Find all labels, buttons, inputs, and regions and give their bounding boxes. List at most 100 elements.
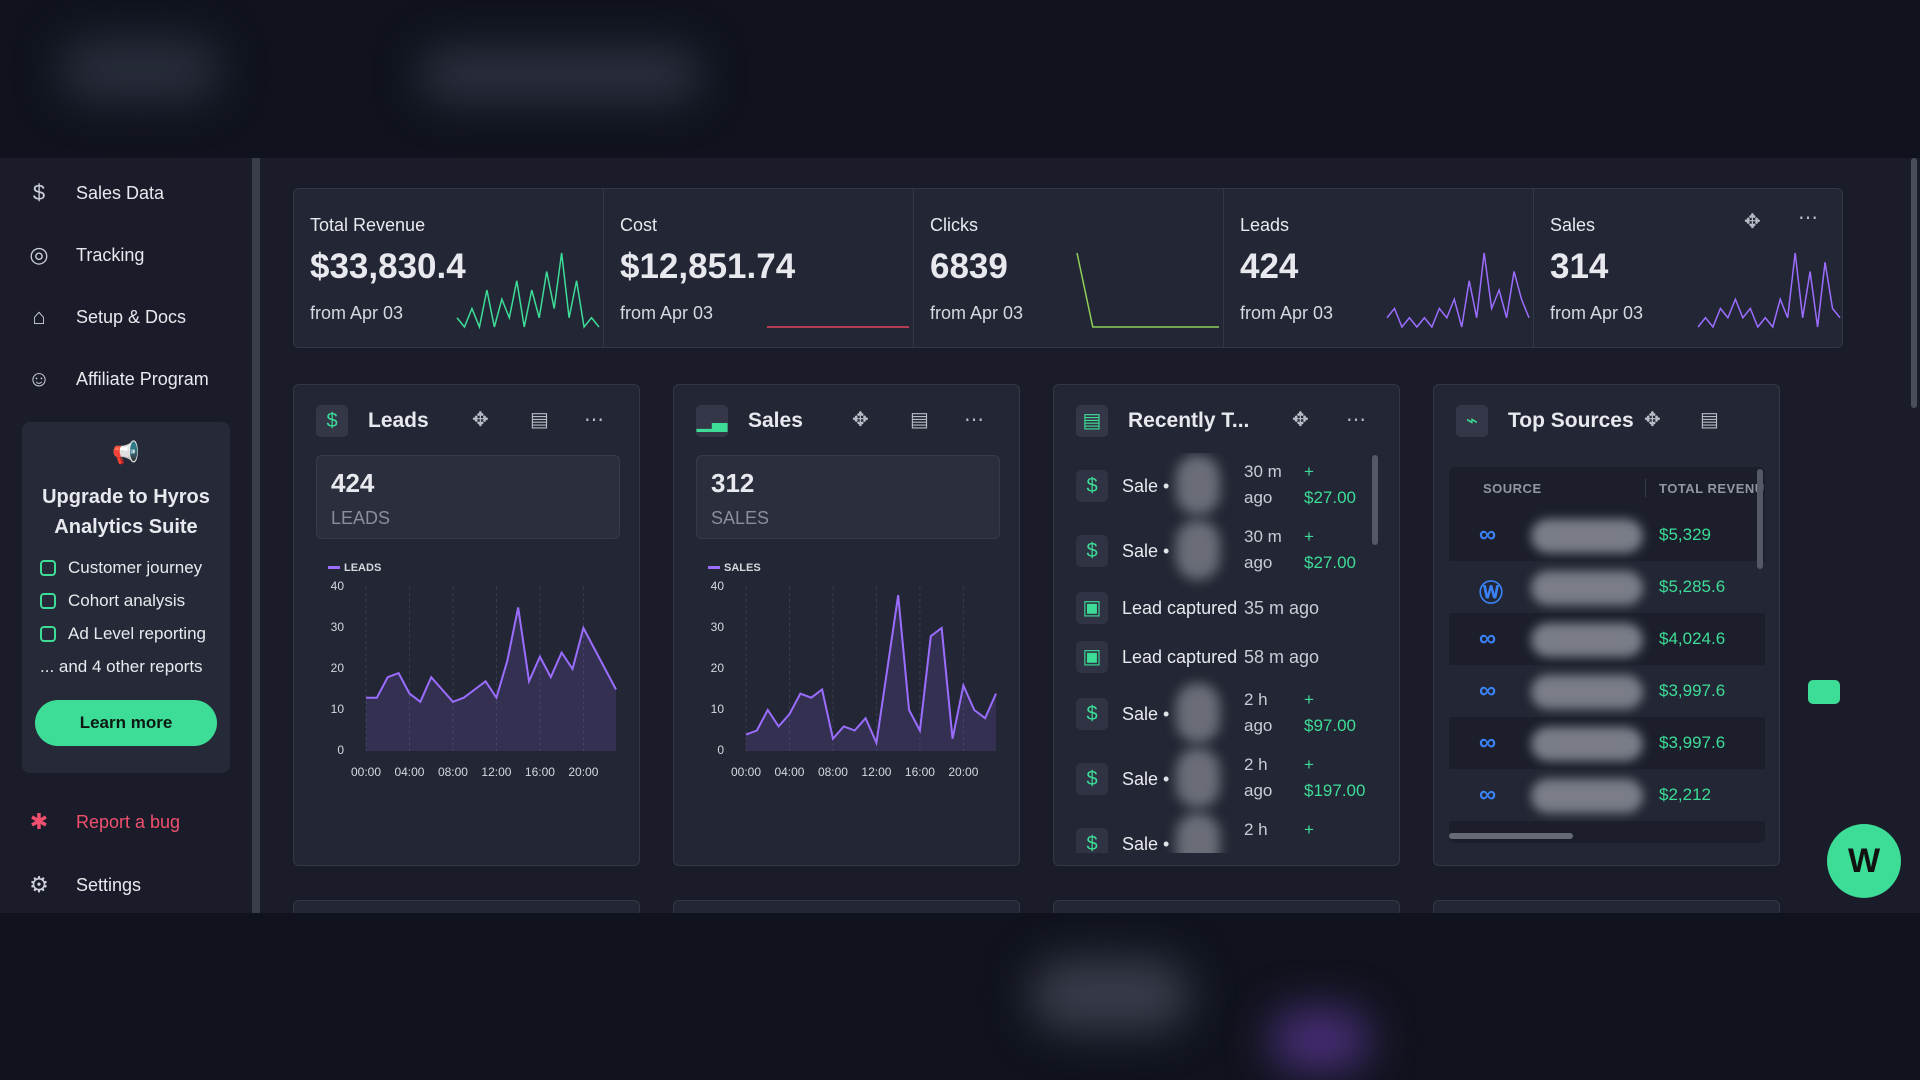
nav-item[interactable]: $ Sales Data [26,180,164,206]
y-tick-label: 30 [331,620,345,634]
legend-label: LEADS [344,562,381,574]
recent-item: $ Sale • 2 h ago + $197.00 [1054,746,1384,811]
h-scrollbar[interactable] [1449,833,1573,839]
widget-icon: $ [316,405,348,437]
more-icon[interactable]: ⋯ [1798,207,1818,229]
source-revenue: $3,997.6 [1659,733,1726,752]
x-tick-label: 08:00 [818,765,848,779]
source-row: ∞ $5,329 [1449,509,1765,561]
recent-item: ▣ Lead captured 35 m ago [1054,583,1384,632]
upgrade-icon: 📢 [112,440,140,465]
scrollbar[interactable] [1911,158,1917,408]
metric-sub: from Apr 03 [930,303,1024,323]
sparkline [1076,252,1219,328]
widget-action[interactable]: ▤ [910,409,929,431]
report-bug[interactable]: ✱ Report a bug [26,809,180,835]
metric-value: 314 [1550,247,1609,286]
metric-value: $33,830.4 [310,247,466,286]
line-chart: LEADS 0 10 20 30 40 00:00 04:00 08:00 12:00 16:00 2… [328,562,617,779]
nav-icon: ⌂ [32,304,46,329]
nav-item[interactable]: ◎ Tracking [26,242,144,268]
nav-icon: $ [32,180,46,205]
item-type: Lead captured [1122,597,1238,618]
item-amount: + $27.00 [1304,462,1356,507]
nav-label: Report a bug [76,811,181,832]
recent-item: $ Sale • 30 m ago + $27.00 [1054,518,1384,583]
widget-title: Leads [368,409,429,432]
column-header: SOURCE [1483,481,1542,496]
nav-item[interactable]: ⌂ Setup & Docs [26,304,186,330]
x-tick-label: 12:00 [481,765,511,779]
line-chart: SALES 0 10 20 30 40 00:00 04:00 08:00 12:00 16:00 2… [708,562,997,779]
sparkline [456,252,600,330]
sidebar: $ Sales Data ◎ Tracking ⌂ Setup & Docs ☺ Affili… [0,158,252,913]
y-tick-label: 30 [711,620,725,634]
nav-icon: ⚙ [29,872,49,897]
widget-action[interactable]: ⋯ [964,409,984,431]
blurred-name [1176,455,1220,515]
metric-sub: from Apr 03 [620,303,714,323]
y-tick-label: 0 [337,743,344,757]
widget-action[interactable]: ✥ [1644,409,1661,431]
item-icon: ▣ [1076,640,1108,673]
recent-item: $ Sale • 2 h ago + $97.00 [1054,681,1384,746]
item-time: 2 h ago [1244,690,1273,735]
nav-item[interactable]: ☺ Affiliate Program [26,366,209,392]
sparkline [767,326,909,328]
item-icon: $ [1076,697,1108,730]
recent-scrollbar[interactable] [1372,455,1378,545]
feature-icon [40,560,56,576]
x-tick-label: 12:00 [861,765,891,779]
v-scrollbar[interactable] [1757,469,1763,569]
widget-placeholder [1053,900,1400,913]
metric-value: $12,851.74 [620,247,796,286]
x-tick-label: 04:00 [774,765,804,779]
feature-item: Ad Level reporting [68,624,206,643]
nav-icon: ☺ [27,366,51,391]
source-row: ∞ $3,997.6 [1449,717,1765,769]
item-icon: ▣ [1076,591,1108,624]
settings[interactable]: ⚙ Settings [26,872,141,898]
widget-action[interactable]: ✥ [1292,409,1309,431]
metric-card: Leads 424 from Apr 03 [1224,189,1534,347]
feature-icon [40,593,56,609]
nav-label: Setup & Docs [76,306,187,327]
x-tick-label: 16:00 [905,765,935,779]
feature-item: Cohort analysis [68,591,186,610]
summary-box: 312 SALES [696,455,1000,539]
widget-action[interactable]: ⋯ [1346,409,1366,431]
logo-button[interactable]: W [1827,824,1901,898]
chat-button[interactable] [1808,680,1840,704]
widget-action[interactable]: ✥ [852,409,869,431]
x-tick-label: 20:00 [948,765,978,779]
legend-swatch [328,566,340,569]
item-amount: + $27.00 [1304,527,1356,572]
item-type: Lead captured [1122,646,1238,667]
widget-action[interactable]: ▤ [1700,409,1719,431]
widget-action[interactable]: ✥ [472,409,489,431]
source-logo: ∞ [1479,521,1497,548]
metric-label: Sales [1550,215,1596,235]
widget-icon: ▤ [1076,405,1108,437]
item-type: Sale • [1122,833,1170,854]
y-tick-label: 0 [717,743,724,757]
widget-action[interactable]: ▤ [530,409,549,431]
move-icon[interactable]: ✥ [1744,211,1761,233]
item-icon: $ [1076,534,1108,567]
sparkline-line [1697,252,1841,329]
metric-label: Total Revenue [310,215,426,235]
legend-swatch [708,566,720,569]
item-amount: + [1304,820,1314,839]
area [746,595,996,751]
item-icon: $ [1076,827,1108,853]
summary-unit: SALES [711,508,770,528]
blurred-source [1531,727,1643,761]
learn-more-button[interactable]: Learn more [35,700,217,746]
y-tick-label: 10 [711,702,725,716]
widget-action[interactable]: ⋯ [584,409,604,431]
item-time: 58 m ago [1244,646,1320,667]
feature-icon [40,626,56,642]
widget-placeholder [293,900,640,913]
leads-widget: $ Leads ✥ ▤ ⋯ 424 LEADS LEADS 0 10 20 30 40 00:00 04:0… [293,384,640,866]
source-row: ∞ $2,212 [1449,769,1765,821]
